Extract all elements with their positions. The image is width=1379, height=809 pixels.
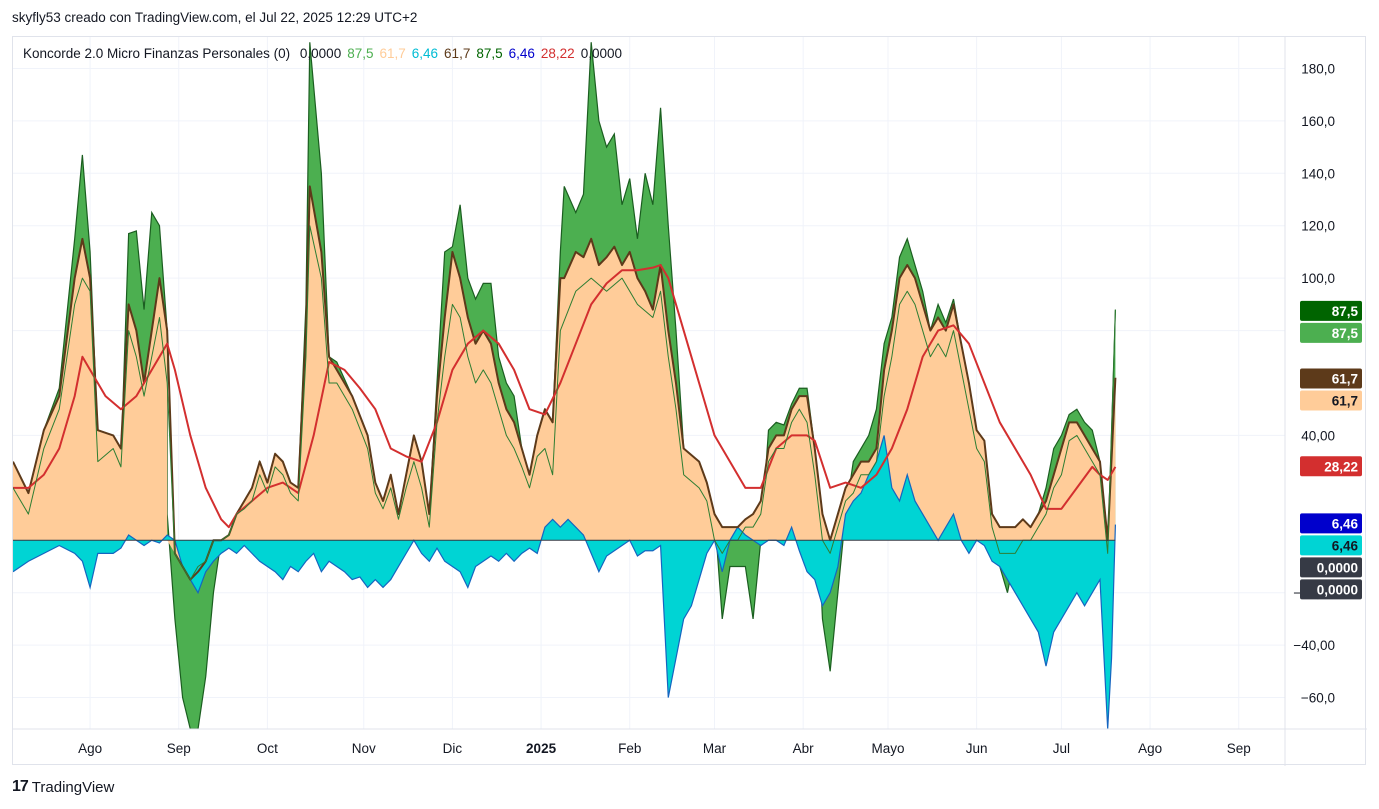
x-tick-label: Sep (1227, 741, 1251, 756)
price-label: 28,22 (1324, 459, 1358, 474)
y-tick-label: 40,00 (1301, 428, 1335, 443)
price-label: 0,0000 (1317, 560, 1358, 575)
x-tick-label: Jun (966, 741, 988, 756)
legend-value: 0,0000 (580, 46, 622, 61)
x-tick-label: Ago (1138, 741, 1162, 756)
legend-value: 87,5 (476, 46, 503, 61)
y-tick-label: 180,0 (1301, 61, 1335, 76)
chart-plot[interactable]: 180,0160,0140,0120,0100,080,040,00−20,00… (13, 37, 1367, 766)
y-tick-label: 100,0 (1301, 271, 1335, 286)
area-peach (13, 186, 1116, 580)
price-label: 61,7 (1332, 394, 1358, 409)
x-tick-label: Ago (78, 741, 102, 756)
y-tick-label: −60,0 (1301, 691, 1335, 706)
price-label-box (1300, 390, 1362, 411)
price-label: 0,0000 (1317, 582, 1358, 597)
x-tick-label: 2025 (526, 741, 557, 756)
area-outline-green (13, 42, 1116, 729)
price-label: 87,5 (1332, 304, 1359, 319)
price-label: 6,46 (1332, 516, 1359, 531)
x-tick-label: Oct (257, 741, 278, 756)
footer: 17 TradingView (12, 778, 114, 796)
chart-header: skyfly53 creado con TradingView.com, el … (12, 10, 418, 25)
legend-values: 0,0000 87,5 61,7 6,46 61,7 87,5 6,46 28,22 0,000… (300, 46, 628, 61)
legend-value: 6,46 (508, 46, 535, 61)
price-label-box (1300, 557, 1362, 578)
legend-value: 61,7 (444, 46, 471, 61)
series-group (13, 42, 1117, 729)
x-tick-label: Nov (352, 741, 376, 756)
y-tick-label: −40,00 (1293, 638, 1335, 653)
x-tick-label: Jul (1053, 741, 1070, 756)
legend-value: 87,5 (347, 46, 374, 61)
price-label-box (1300, 300, 1362, 321)
tradingview-logo-icon[interactable]: 17 (12, 778, 29, 795)
x-tick-label: Feb (618, 741, 641, 756)
x-tick-label: Dic (443, 741, 463, 756)
footer-brand[interactable]: TradingView (31, 778, 115, 796)
y-tick-label: 140,0 (1301, 166, 1335, 181)
legend-value: 61,7 (379, 46, 406, 61)
x-tick-label: Mar (703, 741, 727, 756)
price-label-box (1300, 368, 1362, 389)
x-tick-label: Abr (793, 741, 815, 756)
chart-frame[interactable]: 180,0160,0140,0120,0100,080,040,00−20,00… (12, 36, 1367, 766)
y-tick-label: 160,0 (1301, 114, 1335, 129)
line-red (13, 264, 1117, 529)
price-label-box (1300, 535, 1362, 556)
price-label-box (1300, 322, 1362, 343)
price-label: 87,5 (1332, 326, 1359, 341)
price-label: 61,7 (1332, 372, 1358, 387)
price-label-box (1300, 513, 1362, 534)
price-label: 6,46 (1332, 538, 1359, 553)
area-outline-cyan (13, 435, 1116, 729)
indicator-legend: Koncorde 2.0 Micro Finanzas Personales (… (23, 46, 634, 61)
legend-value: 0,0000 (299, 46, 342, 61)
price-label-box (1300, 579, 1362, 600)
y-tick-label: 120,0 (1301, 219, 1335, 234)
x-tick-label: Mayo (871, 741, 904, 756)
legend-title[interactable]: Koncorde 2.0 Micro Finanzas Personales (… (23, 46, 291, 61)
price-label-box (1300, 456, 1362, 477)
legend-value: 6,46 (411, 46, 439, 61)
legend-value: 28,22 (540, 46, 575, 61)
x-tick-label: Sep (167, 741, 191, 756)
